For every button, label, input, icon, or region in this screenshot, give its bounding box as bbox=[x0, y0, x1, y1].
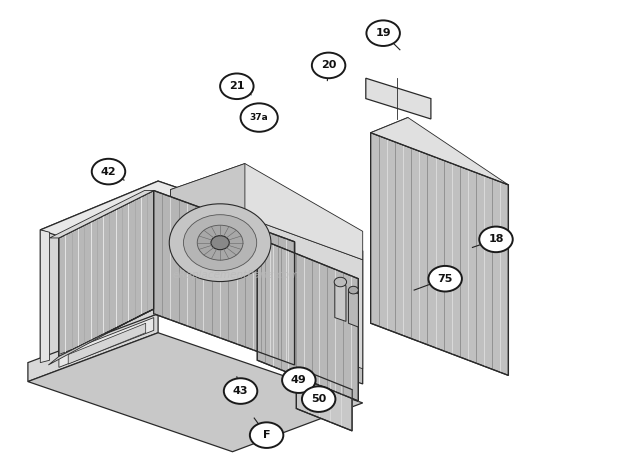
Circle shape bbox=[428, 266, 462, 292]
Text: 21: 21 bbox=[229, 81, 244, 91]
Polygon shape bbox=[48, 309, 154, 365]
Polygon shape bbox=[170, 190, 363, 369]
Circle shape bbox=[241, 103, 278, 132]
Text: eReplacementParts.com: eReplacementParts.com bbox=[172, 270, 299, 280]
Polygon shape bbox=[40, 181, 363, 300]
Circle shape bbox=[250, 422, 283, 448]
Circle shape bbox=[312, 53, 345, 78]
Polygon shape bbox=[68, 323, 146, 364]
Polygon shape bbox=[40, 230, 50, 363]
Text: 18: 18 bbox=[489, 234, 503, 245]
Circle shape bbox=[220, 73, 254, 99]
Polygon shape bbox=[40, 181, 158, 363]
Polygon shape bbox=[170, 164, 245, 299]
Circle shape bbox=[92, 159, 125, 184]
Polygon shape bbox=[28, 314, 158, 382]
Polygon shape bbox=[50, 191, 154, 238]
Circle shape bbox=[282, 367, 316, 393]
Text: 43: 43 bbox=[233, 386, 248, 396]
Polygon shape bbox=[335, 282, 346, 321]
Polygon shape bbox=[59, 318, 154, 367]
Polygon shape bbox=[348, 290, 358, 327]
Text: 37a: 37a bbox=[250, 113, 268, 122]
Polygon shape bbox=[154, 191, 294, 365]
Polygon shape bbox=[371, 118, 408, 323]
Text: 42: 42 bbox=[100, 166, 117, 177]
Text: 75: 75 bbox=[438, 273, 453, 284]
Circle shape bbox=[211, 236, 229, 250]
Circle shape bbox=[224, 378, 257, 404]
Circle shape bbox=[197, 225, 243, 260]
Text: 49: 49 bbox=[291, 375, 307, 385]
Circle shape bbox=[184, 215, 257, 271]
Circle shape bbox=[169, 204, 271, 282]
Polygon shape bbox=[59, 191, 154, 356]
Circle shape bbox=[479, 227, 513, 252]
Circle shape bbox=[334, 277, 347, 287]
Polygon shape bbox=[366, 78, 431, 119]
Polygon shape bbox=[257, 238, 358, 401]
Polygon shape bbox=[158, 181, 363, 384]
Circle shape bbox=[302, 386, 335, 412]
Circle shape bbox=[366, 20, 400, 46]
Text: 20: 20 bbox=[321, 60, 336, 71]
Polygon shape bbox=[371, 133, 508, 375]
Text: 50: 50 bbox=[311, 394, 326, 404]
Text: 19: 19 bbox=[375, 28, 391, 38]
Polygon shape bbox=[170, 164, 363, 260]
Circle shape bbox=[348, 286, 358, 294]
Text: F: F bbox=[263, 430, 270, 440]
Polygon shape bbox=[28, 333, 363, 452]
Polygon shape bbox=[371, 118, 508, 185]
Polygon shape bbox=[296, 367, 352, 431]
